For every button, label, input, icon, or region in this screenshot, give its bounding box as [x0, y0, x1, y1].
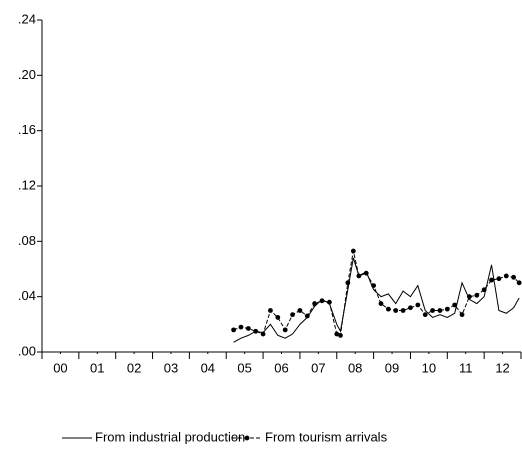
series-marker: [503, 273, 509, 279]
y-tick-label: .24: [18, 11, 36, 26]
y-tick-label: .04: [18, 288, 36, 303]
series-line: [233, 257, 520, 343]
y-tick-label: .00: [18, 343, 36, 358]
series-marker: [452, 302, 458, 308]
series-marker: [327, 299, 332, 305]
series-marker: [319, 298, 325, 304]
x-tick-label: 07: [311, 360, 325, 375]
x-tick-label: 02: [127, 360, 141, 375]
series-marker: [253, 328, 259, 334]
series-marker: [430, 308, 435, 313]
series-marker: [304, 313, 310, 319]
y-tick-label: .16: [18, 122, 36, 137]
series-marker: [378, 301, 384, 306]
x-tick-label: 01: [90, 360, 104, 375]
x-tick-label: 05: [237, 360, 251, 375]
series-marker: [238, 324, 244, 330]
series-marker: [393, 308, 399, 313]
series-marker: [260, 331, 266, 337]
series-marker: [350, 248, 356, 254]
series-marker: [268, 308, 273, 313]
x-tick-label: 09: [385, 360, 399, 375]
y-tick-label: .20: [18, 67, 36, 82]
series-marker: [422, 312, 428, 318]
x-tick-label: 04: [201, 360, 215, 375]
x-tick-label: 03: [164, 360, 178, 375]
x-tick-label: 10: [422, 360, 436, 375]
y-tick-label: .12: [18, 177, 36, 192]
x-tick-label: 11: [459, 360, 473, 375]
y-tick-label: .08: [18, 233, 36, 248]
series-marker: [312, 301, 318, 306]
series-marker: [275, 315, 281, 320]
legend-marker: [244, 435, 250, 441]
series-marker: [297, 308, 303, 313]
series-marker: [385, 306, 391, 312]
series-marker: [459, 312, 465, 318]
legend-label: From tourism arrivals: [265, 429, 388, 444]
series-marker: [474, 292, 480, 298]
series-marker: [282, 327, 288, 333]
series-marker: [334, 331, 340, 337]
series-marker: [363, 270, 369, 276]
series-marker: [415, 302, 421, 308]
series-marker: [437, 308, 443, 313]
x-tick-label: 08: [348, 360, 362, 375]
series-marker: [481, 287, 487, 293]
series-marker: [496, 276, 502, 282]
series-marker: [489, 277, 494, 283]
series-marker: [245, 326, 251, 331]
x-tick-label: 12: [495, 360, 509, 375]
series-marker: [467, 294, 472, 300]
series-marker: [400, 308, 406, 313]
series-marker: [290, 312, 295, 318]
series-marker: [408, 305, 413, 311]
series-marker: [516, 280, 522, 286]
x-tick-label: 06: [274, 360, 288, 375]
series-marker: [231, 327, 237, 333]
series-marker: [371, 283, 377, 288]
x-tick-label: 00: [53, 360, 67, 375]
series-marker: [511, 274, 517, 280]
series-marker: [338, 333, 343, 338]
legend-label: From industrial production: [95, 429, 245, 444]
series-marker: [444, 306, 450, 312]
series-marker: [356, 273, 362, 279]
series-marker: [345, 280, 351, 286]
